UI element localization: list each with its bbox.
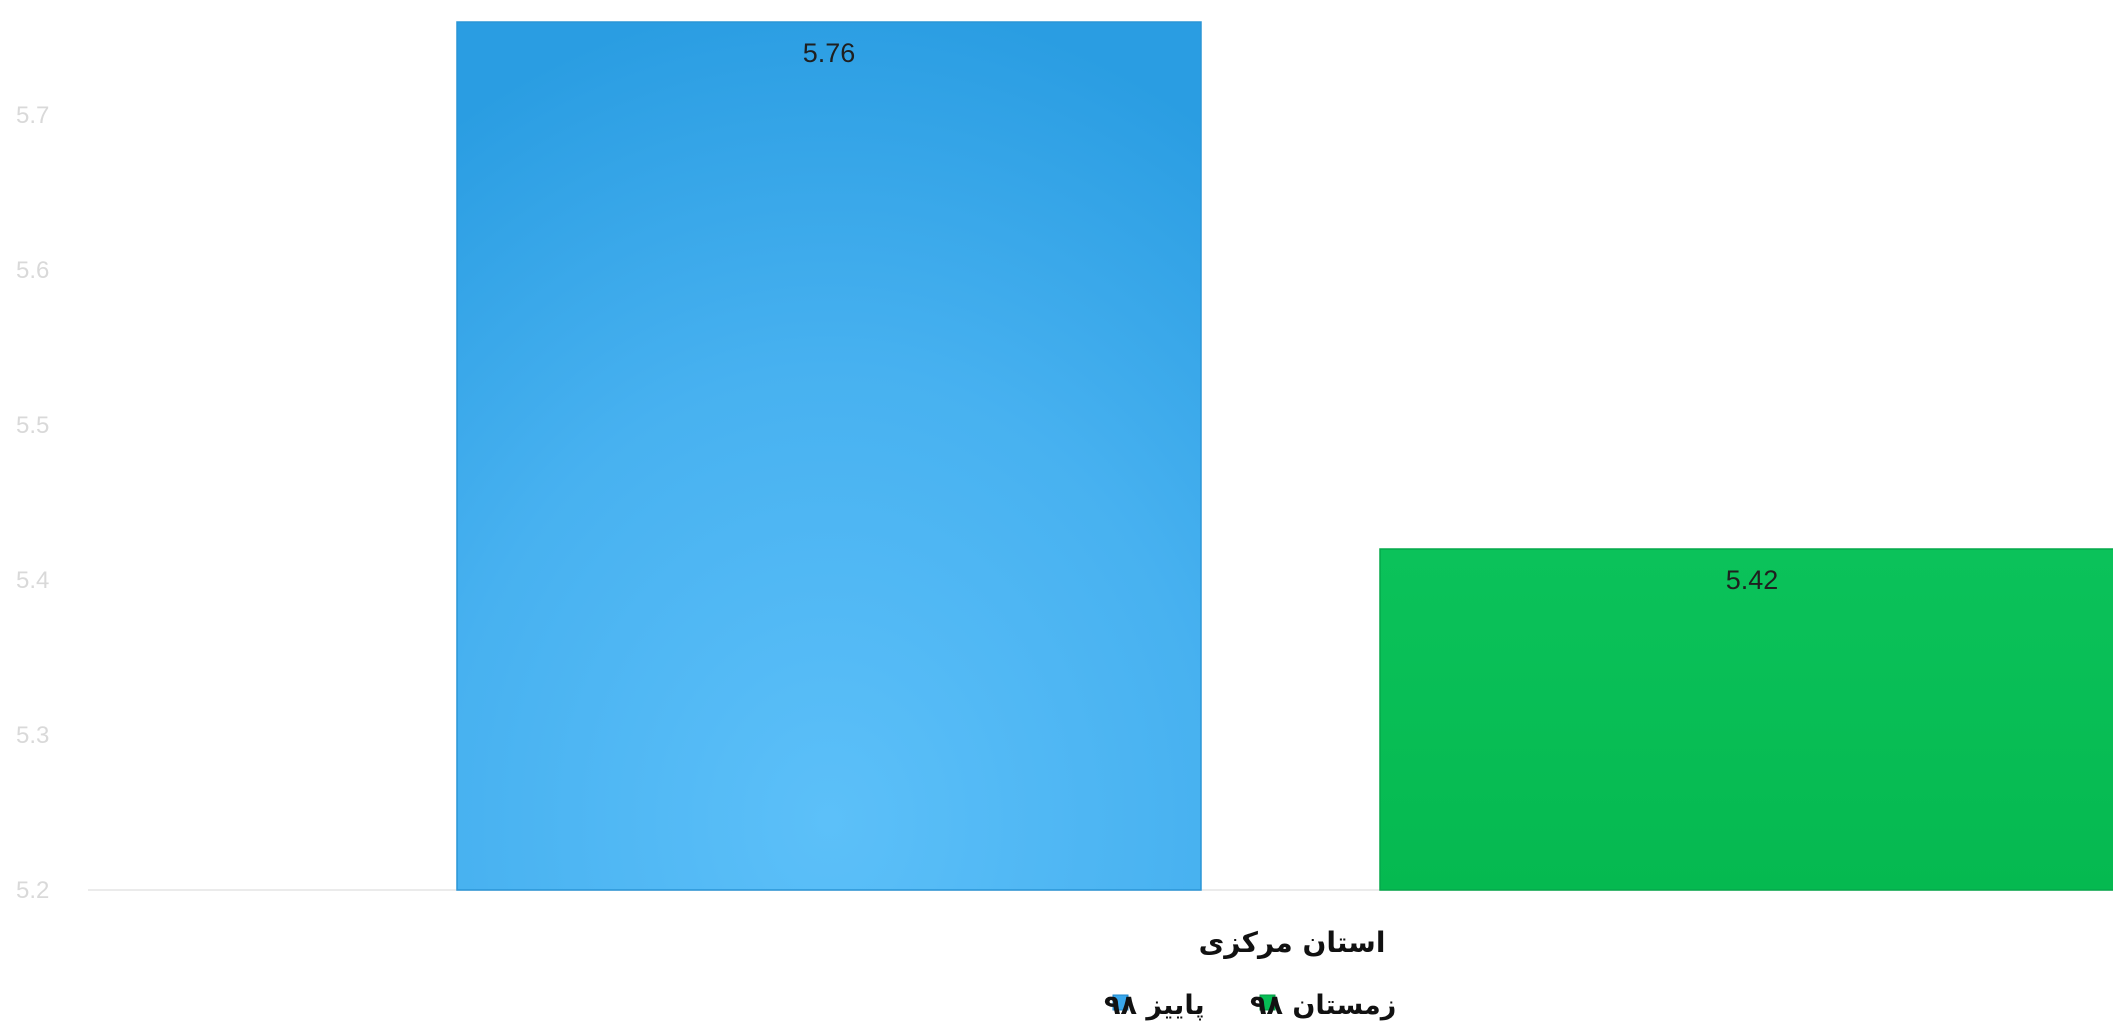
y-tick-label: 5.6	[16, 257, 49, 284]
y-tick-label: 5.3	[16, 722, 49, 749]
category-label: استان مرکزی	[1199, 926, 1386, 959]
y-tick-label: 5.2	[16, 877, 49, 904]
bar-winter-98	[1379, 548, 2113, 891]
legend-swatch	[1112, 994, 1129, 1011]
legend-item-label: زمستان ۹۸	[1250, 990, 1396, 1021]
y-tick-label: 5.7	[16, 102, 49, 129]
bar-autumn-98	[456, 21, 1202, 891]
legend-swatch	[1259, 994, 1276, 1011]
bar-value-label: 5.76	[803, 38, 856, 68]
bar-value-label: 5.42	[1726, 565, 1779, 595]
legend: پاییز ۹۸ زمستان ۹۸	[1104, 990, 1396, 1021]
data-labels-group: 5.76 5.42	[803, 38, 1779, 595]
y-tick-label: 5.4	[16, 567, 49, 594]
y-tick-label: 5.5	[16, 412, 49, 439]
bars-group	[456, 21, 2113, 891]
category-axis: استان مرکزی	[1199, 926, 1386, 959]
legend-item-label: پاییز ۹۸	[1104, 990, 1205, 1021]
